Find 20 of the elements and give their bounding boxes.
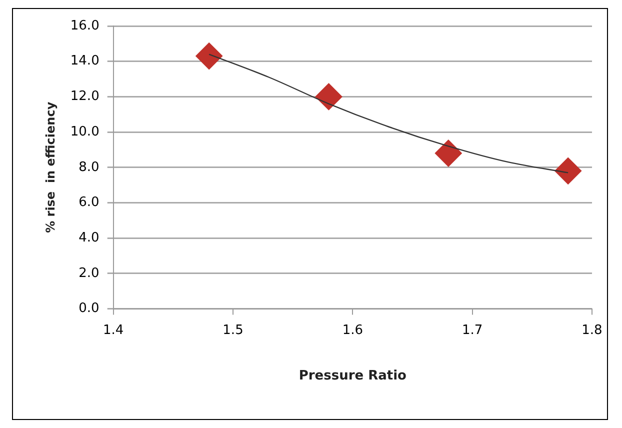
x-axis-title: Pressure Ratio xyxy=(298,368,407,384)
y-tick-label: 12.0 xyxy=(70,89,100,104)
y-tick-label: 6.0 xyxy=(78,195,100,210)
y-tick-label: 2.0 xyxy=(78,266,100,281)
point xyxy=(434,140,462,167)
y-axis-title: % rise in efficiency xyxy=(43,102,58,233)
x-tick-label: 1.5 xyxy=(222,322,244,338)
y-tick-label: 0.0 xyxy=(78,301,100,316)
y-tick-label: 14.0 xyxy=(70,54,100,69)
y-tick-label: 10.0 xyxy=(70,124,100,140)
point xyxy=(554,157,582,184)
x-tick-label: 1.4 xyxy=(103,322,124,338)
point xyxy=(196,42,223,70)
y-tick-label: 16.0 xyxy=(70,18,100,34)
y-tick-label: 8.0 xyxy=(78,160,100,175)
x-tick-label: 1.8 xyxy=(582,322,602,338)
y-tick-label: 4.0 xyxy=(78,230,100,246)
point xyxy=(315,83,342,110)
x-tick-label: 1.6 xyxy=(342,322,364,338)
x-tick-label: 1.7 xyxy=(462,322,483,338)
